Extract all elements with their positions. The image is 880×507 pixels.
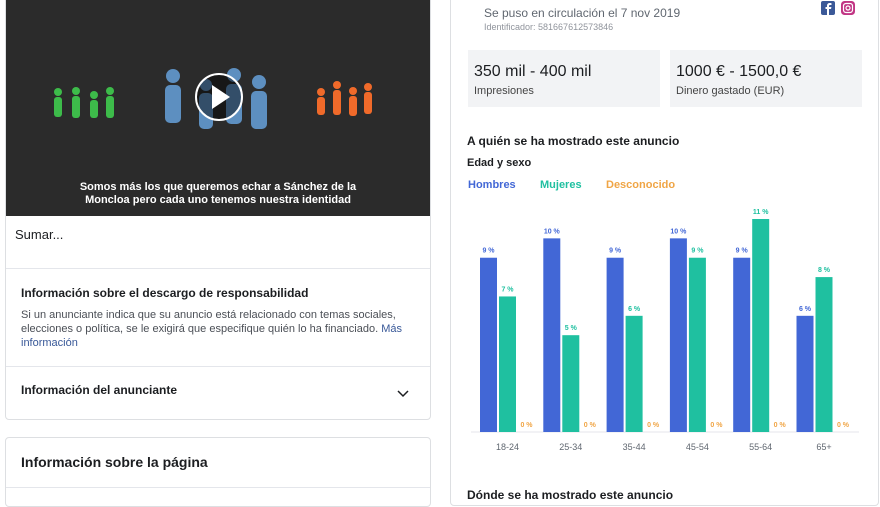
disclaimer-body: Si un anunciante indica que su anuncio e… — [21, 309, 396, 335]
stat-box: 1000 € - 1500,0 € Dinero gastado (EUR) — [670, 50, 862, 107]
bar — [625, 315, 643, 432]
value-label: 0 % — [837, 422, 850, 429]
placement-title: Dónde se ha mostrado este anuncio — [467, 488, 674, 502]
x-tick-label: 35-44 — [623, 442, 646, 452]
section-title: Información sobre la página — [21, 454, 208, 470]
divider — [6, 366, 430, 367]
video-caption: Somos más los que queremos echar a Sánch… — [80, 181, 357, 193]
legend-entry: Desconocido — [606, 179, 675, 191]
value-label: 9 % — [609, 248, 622, 255]
expand-chevron[interactable] — [396, 389, 410, 399]
value-label: 0 % — [647, 422, 660, 429]
bar — [815, 277, 833, 432]
value-label: 9 % — [691, 248, 704, 255]
bar — [733, 257, 751, 432]
video: Somos más los que queremos echar a Sánch… — [6, 0, 430, 216]
x-tick-label: 65+ — [816, 442, 831, 452]
chart: Hombres Mujeres Desconocido 9 % 7 % 0 % 18-24 1… — [468, 179, 859, 452]
bar — [796, 315, 814, 432]
page-info-card: Información sobre la página — [5, 437, 431, 507]
value-label: 7 % — [501, 286, 514, 293]
figures-orange — [317, 81, 372, 116]
stat-label: Impresiones — [474, 85, 534, 97]
value-label: 6 % — [628, 306, 641, 313]
ad-card: Somos más los que queremos echar a Sánch… — [5, 0, 431, 420]
bar — [752, 219, 770, 432]
value-label: 10 % — [544, 228, 561, 235]
x-tick-label: 45-54 — [686, 442, 709, 452]
value-label: 10 % — [670, 228, 687, 235]
figures-green — [54, 87, 114, 118]
stat-box: 350 mil - 400 mil Impresiones — [468, 50, 660, 107]
audience-title: A quién se ha mostrado este anuncio — [467, 134, 680, 148]
bar — [543, 238, 561, 432]
legend-entry: Mujeres — [540, 179, 582, 191]
section-title: Información sobre el descargo de respons… — [21, 286, 309, 300]
value-label: 9 % — [736, 248, 749, 255]
x-tick-label: 25-34 — [559, 442, 582, 452]
stat-label: Dinero gastado (EUR) — [676, 85, 785, 97]
value-label: 0 % — [520, 422, 533, 429]
legend-entry: Hombres — [468, 179, 516, 191]
play-button[interactable] — [195, 73, 243, 121]
figures-blue — [165, 68, 267, 129]
bar — [688, 257, 706, 432]
x-tick-label: 55-64 — [749, 442, 772, 452]
bar — [562, 335, 580, 432]
more-info-link[interactable]: Más información — [21, 323, 402, 349]
stat-value: 1000 € - 1500,0 € — [676, 63, 802, 80]
divider — [6, 268, 430, 269]
ad-id: Identificador: 581667612573846 — [484, 22, 614, 32]
value-label: 11 % — [753, 209, 769, 216]
section-title: Información del anunciante — [21, 383, 178, 397]
bar — [669, 238, 687, 432]
stat-value: 350 mil - 400 mil — [474, 63, 592, 80]
bar — [480, 257, 497, 432]
start-date: Se puso en circulación el 7 nov 2019 — [484, 6, 681, 20]
platform-icons — [821, 1, 855, 15]
bar — [606, 257, 624, 432]
value-label: 6 % — [799, 306, 812, 313]
bar — [499, 296, 516, 432]
value-label: 0 % — [584, 422, 597, 429]
value-label: 8 % — [818, 267, 831, 274]
details-panel: Se puso en circulación el 7 nov 2019 Ide… — [450, 0, 879, 506]
disclaimer-text: Si un anunciante indica que su anuncio e… — [21, 308, 411, 350]
audience-subtitle: Edad y sexo — [467, 157, 532, 169]
page: {"ad":{"video_caption":["Somos más los q… — [5, 0, 879, 507]
video-caption: Moncloa pero cada uno tenemos nuestra id… — [85, 194, 351, 206]
value-label: 9 % — [482, 248, 495, 255]
divider — [6, 487, 430, 488]
value-label: 5 % — [565, 325, 578, 332]
ad-text: Sumar... — [15, 227, 64, 242]
value-label: 0 % — [710, 422, 723, 429]
value-label: 0 % — [774, 422, 787, 429]
x-tick-label: 18-24 — [496, 442, 519, 452]
